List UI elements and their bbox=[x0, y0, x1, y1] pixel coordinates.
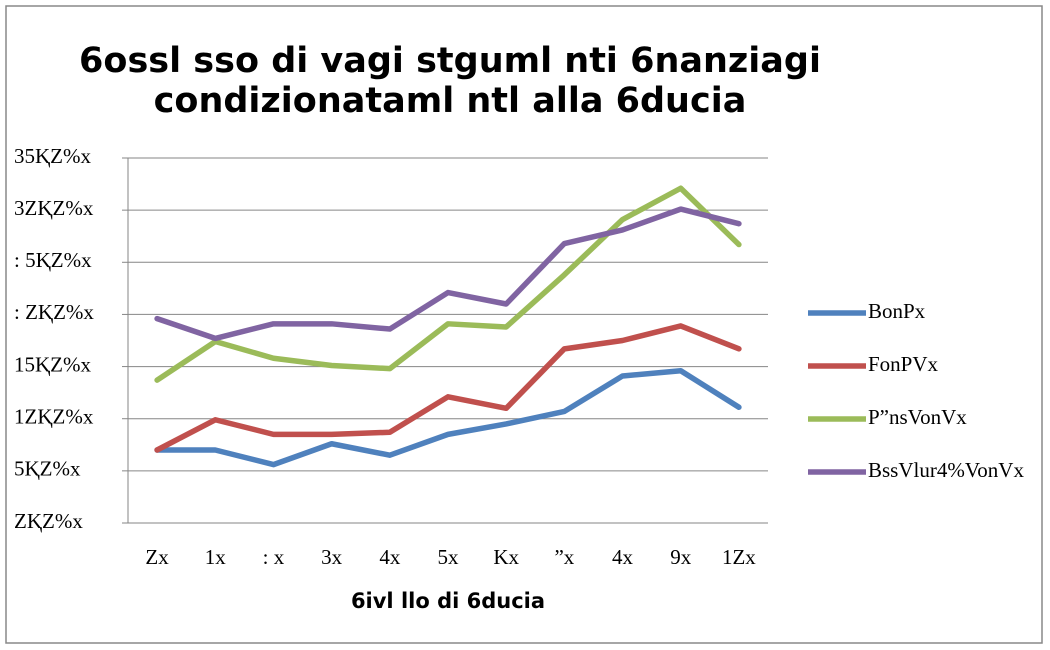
x-tick-label: ”x bbox=[554, 545, 574, 569]
legend-label: BssVlur4%VonVx bbox=[868, 458, 1024, 482]
y-tick-label: ZⱩZ%x bbox=[14, 509, 83, 533]
x-tick-label: 1Zx bbox=[722, 545, 756, 569]
y-tick-label: 5ⱩZ%x bbox=[14, 457, 81, 481]
legend-label: FonPVx bbox=[868, 352, 939, 376]
x-tick-label: 1x bbox=[205, 545, 227, 569]
x-tick-label: Zx bbox=[145, 545, 169, 569]
legend-label: BonPx bbox=[868, 299, 926, 323]
y-tick-label: 35ⱩZ%x bbox=[14, 144, 91, 168]
chart-title: condizionataml ntl alla 6ducia bbox=[154, 81, 747, 121]
line-series bbox=[154, 323, 742, 453]
x-axis-title: 6ivl llo di 6ducia bbox=[351, 589, 545, 613]
y-tick-label: 3ZⱩZ%x bbox=[14, 196, 94, 220]
x-tick-label: 9x bbox=[670, 545, 692, 569]
line-series bbox=[154, 185, 742, 383]
legend-label: P”nsVonVx bbox=[868, 405, 967, 429]
y-tick-label: : 5ⱩZ%x bbox=[14, 248, 92, 272]
x-tick-label: 5x bbox=[438, 545, 460, 569]
x-tick-label: : x bbox=[263, 545, 285, 569]
x-tick-label: Kx bbox=[493, 545, 519, 569]
y-tick-label: : ZⱩZ%x bbox=[14, 300, 94, 324]
chart-title: 6ossl sso di vagi stguml nti 6nanziagi bbox=[79, 41, 821, 81]
y-tick-label: 1ZⱩZ%x bbox=[14, 405, 94, 429]
line-series bbox=[154, 367, 742, 468]
y-tick-label: 15ⱩZ%x bbox=[14, 352, 91, 376]
x-tick-label: 4x bbox=[612, 545, 634, 569]
line-series bbox=[154, 206, 742, 342]
x-tick-label: 3x bbox=[321, 545, 343, 569]
x-tick-label: 4x bbox=[379, 545, 401, 569]
